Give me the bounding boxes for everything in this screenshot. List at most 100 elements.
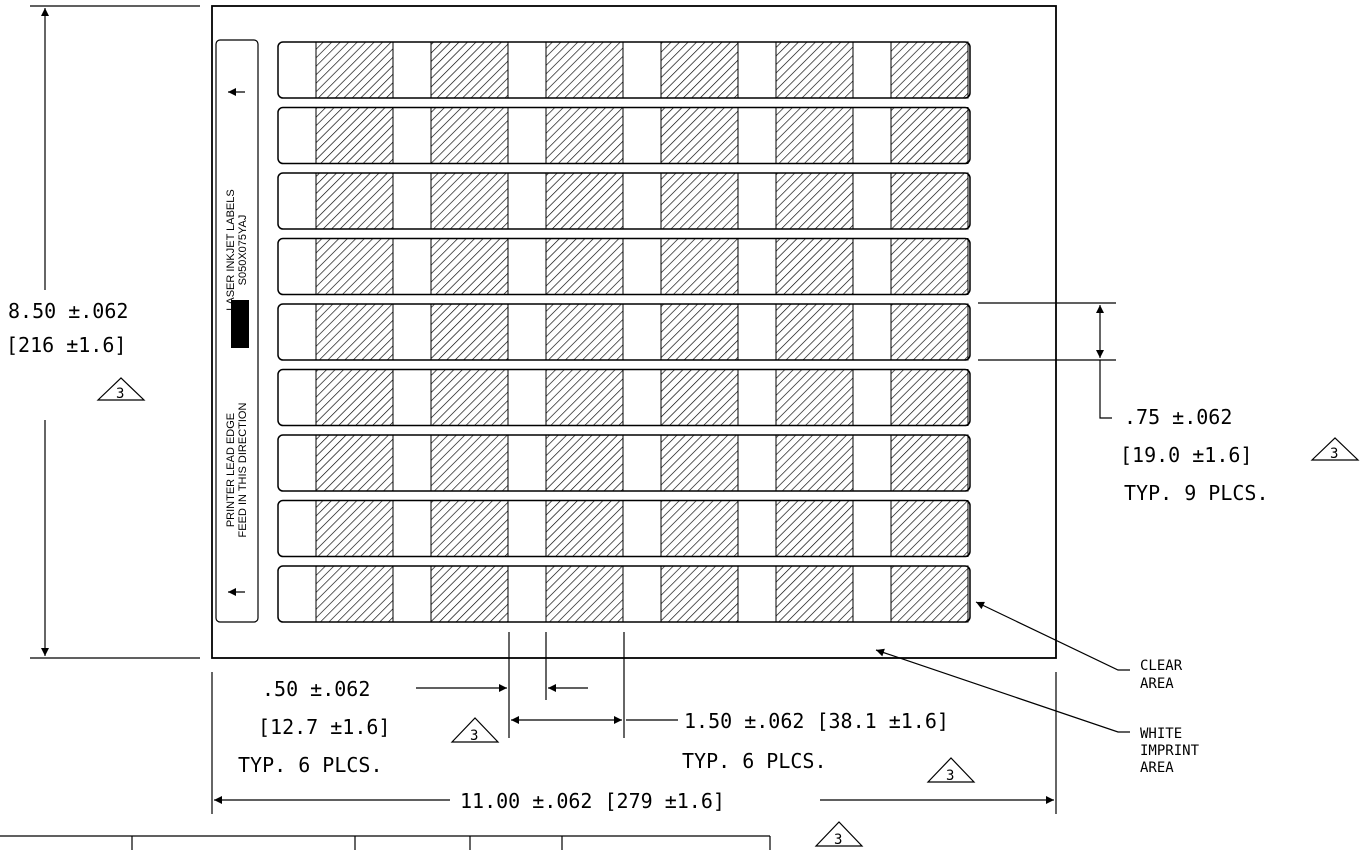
- white-imprint-area: [890, 172, 969, 230]
- white-imprint-area: [315, 172, 394, 230]
- white-imprint-area: [660, 107, 739, 164]
- white-imprint-area: [660, 238, 739, 295]
- svg-text:3: 3: [946, 768, 954, 784]
- white-imprint-area: [545, 500, 624, 557]
- height-dim-text: 8.50 ±.062: [8, 299, 128, 323]
- white-imprint-area: [775, 303, 854, 361]
- flag-label-width: 3: [926, 757, 976, 784]
- label-row-outline: [277, 368, 971, 427]
- white-imprint-area: [660, 434, 739, 492]
- white-imprint-area: [660, 303, 739, 361]
- white-imprint-area: [545, 107, 624, 164]
- label-row: [277, 368, 971, 427]
- label-height-text: .75 ±.062: [1124, 405, 1232, 429]
- clear-width-text: .50 ±.062: [262, 677, 370, 701]
- white-imprint-area: [315, 41, 394, 99]
- white-imprint-area: [890, 303, 969, 361]
- white-imprint-area: [545, 41, 624, 99]
- white-imprint-area: [775, 238, 854, 295]
- label-height-metric: [19.0 ±1.6]: [1120, 443, 1252, 467]
- title-block-fragment: [0, 835, 771, 850]
- white-imprint-area: [775, 500, 854, 557]
- white-imprint-area: [890, 107, 969, 164]
- svg-text:3: 3: [1330, 446, 1338, 462]
- strip-feed-line2: FEED IN THIS DIRECTION: [237, 403, 249, 538]
- white-imprint-area: [430, 238, 509, 295]
- white-imprint-area: [775, 172, 854, 230]
- white-imprint-area: [545, 565, 624, 623]
- white-area-line2: IMPRINT: [1140, 743, 1200, 759]
- white-imprint-area: [315, 303, 394, 361]
- white-imprint-area: [315, 238, 394, 295]
- label-rows: [277, 41, 971, 623]
- white-imprint-area: [775, 41, 854, 99]
- strip-part-number: S050X075YAJ: [237, 215, 249, 286]
- flag-width: 3: [814, 821, 864, 848]
- label-row-outline: [277, 565, 971, 623]
- label-width-typ: TYP. 6 PLCS.: [682, 749, 827, 773]
- white-imprint-area: [660, 565, 739, 623]
- white-imprint-area: [315, 565, 394, 623]
- width-dim-text: 11.00 ±.062 [279 ±1.6]: [460, 789, 725, 813]
- white-imprint-area: [775, 565, 854, 623]
- label-row-outline: [277, 434, 971, 492]
- white-imprint-area: [430, 172, 509, 230]
- white-area-line1: WHITE: [1140, 726, 1182, 742]
- white-imprint-area: [890, 434, 969, 492]
- white-imprint-area: [775, 107, 854, 164]
- label-row: [277, 41, 971, 99]
- white-imprint-area: [775, 434, 854, 492]
- label-row-outline: [277, 303, 971, 361]
- flag-height: 3: [96, 377, 146, 402]
- flag-label-height: 3: [1310, 437, 1360, 462]
- label-height-leader: [1099, 360, 1112, 419]
- white-imprint-area: [545, 238, 624, 295]
- white-imprint-area: [430, 369, 509, 426]
- white-imprint-area: [315, 107, 394, 164]
- white-imprint-area: [660, 41, 739, 99]
- white-area-leader: [875, 648, 1130, 733]
- label-row: [277, 106, 971, 165]
- svg-text:3: 3: [470, 728, 478, 744]
- clear-area-leader: [975, 601, 1130, 671]
- svg-text:3: 3: [834, 832, 842, 848]
- strip-title: LASER INKJET LABELS: [225, 189, 237, 310]
- label-height-typ: TYP. 9 PLCS.: [1124, 481, 1269, 505]
- label-row-outline: [277, 499, 971, 558]
- white-imprint-area: [430, 41, 509, 99]
- height-dim-metric: [216 ±1.6]: [6, 333, 126, 357]
- strip-text-bottom: PRINTER LEAD EDGE FEED IN THIS DIRECTION: [225, 403, 249, 538]
- label-row: [277, 237, 971, 296]
- strip-logo: [231, 300, 249, 348]
- label-row: [277, 303, 971, 361]
- label-row-outline: [277, 106, 971, 165]
- flag-clear-width: 3: [450, 717, 500, 744]
- sheet-outline: [211, 5, 1057, 659]
- svg-text:3: 3: [116, 386, 124, 402]
- label-row: [277, 434, 971, 492]
- lead-edge-strip: [215, 39, 259, 623]
- label-width-text: 1.50 ±.062 [38.1 ±1.6]: [684, 709, 949, 733]
- label-row: [277, 565, 971, 623]
- label-row-outline: [277, 41, 971, 99]
- white-imprint-area: [315, 369, 394, 426]
- white-imprint-area: [890, 565, 969, 623]
- clear-width-metric: [12.7 ±1.6]: [258, 715, 390, 739]
- white-imprint-area: [545, 434, 624, 492]
- white-area-line3: AREA: [1140, 760, 1174, 776]
- white-imprint-area: [545, 369, 624, 426]
- white-imprint-area: [660, 369, 739, 426]
- white-imprint-area: [430, 434, 509, 492]
- label-row: [277, 172, 971, 230]
- white-imprint-area: [660, 172, 739, 230]
- label-row: [277, 499, 971, 558]
- clear-area-line2: AREA: [1140, 676, 1174, 692]
- strip-text-top: LASER INKJET LABELS S050X075YAJ: [225, 189, 249, 310]
- white-imprint-area: [890, 369, 969, 426]
- white-imprint-area: [315, 434, 394, 492]
- white-imprint-area: [890, 500, 969, 557]
- clear-area-line1: CLEAR: [1140, 658, 1183, 674]
- white-imprint-area: [430, 107, 509, 164]
- label-row-outline: [277, 237, 971, 296]
